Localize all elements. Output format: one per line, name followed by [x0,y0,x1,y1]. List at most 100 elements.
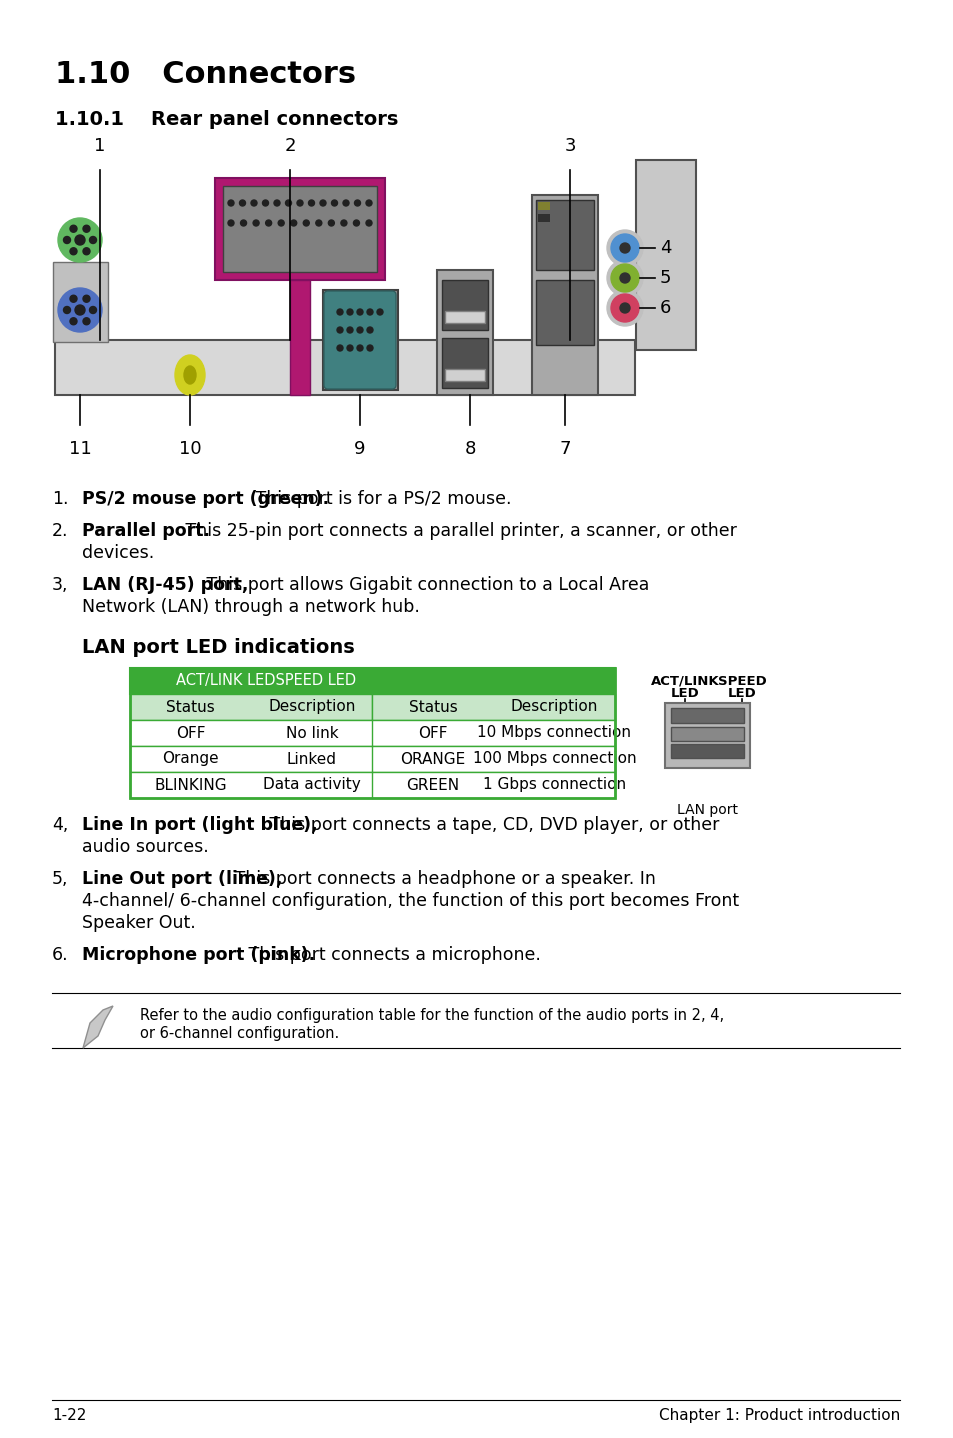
Ellipse shape [184,367,195,384]
Text: audio sources.: audio sources. [82,838,209,856]
Bar [532,196,598,395]
Text: PS/2 mouse port (green).: PS/2 mouse port (green). [82,490,329,508]
Text: 4,: 4, [52,815,69,834]
Text: 7: 7 [558,440,570,457]
Text: 1.10.1    Rear panel connectors: 1.10.1 Rear panel connectors [55,109,398,129]
Circle shape [366,220,372,226]
Text: 8: 8 [464,440,476,457]
Text: 4-channel/ 6-channel configuration, the function of this port becomes Front: 4-channel/ 6-channel configuration, the … [82,892,739,910]
Circle shape [619,303,629,313]
Circle shape [58,219,102,262]
Circle shape [315,220,321,226]
Bar [130,669,615,695]
Bar [53,262,108,342]
Bar [664,703,749,768]
Circle shape [58,288,102,332]
Text: OFF: OFF [175,726,205,741]
Circle shape [619,273,629,283]
Text: 2.: 2. [52,522,69,541]
Circle shape [606,230,642,266]
Circle shape [239,200,245,206]
Circle shape [356,309,363,315]
Circle shape [376,309,382,315]
Circle shape [343,200,349,206]
Bar [441,338,488,388]
Circle shape [355,200,360,206]
Text: Status: Status [408,699,457,715]
Text: 6.: 6. [52,946,69,963]
Circle shape [308,200,314,206]
Text: Line In port (light blue),: Line In port (light blue), [82,815,317,834]
Circle shape [303,220,309,226]
Circle shape [90,306,96,313]
Circle shape [251,200,256,206]
FancyBboxPatch shape [324,290,395,390]
Text: ACT/LINK: ACT/LINK [650,674,719,687]
Circle shape [70,226,77,233]
Text: Line Out port (lime),: Line Out port (lime), [82,870,282,889]
Circle shape [610,265,639,292]
Text: Chapter 1: Product introduction: Chapter 1: Product introduction [659,1408,899,1424]
Bar [436,270,493,395]
Circle shape [606,290,642,326]
Circle shape [240,220,246,226]
Bar [372,695,615,720]
Circle shape [336,345,343,351]
Circle shape [83,295,90,302]
Circle shape [265,220,272,226]
Bar [130,746,615,772]
Text: This port connects a tape, CD, DVD player, or other: This port connects a tape, CD, DVD playe… [264,815,719,834]
Text: 100 Mbps connection: 100 Mbps connection [472,752,636,766]
Polygon shape [83,1007,112,1048]
Text: 5,: 5, [52,870,69,889]
Circle shape [336,326,343,334]
Text: Network (LAN) through a network hub.: Network (LAN) through a network hub. [82,598,419,615]
Text: Refer to the audio configuration table for the function of the audio ports in 2,: Refer to the audio configuration table f… [140,1008,723,1022]
Circle shape [83,226,90,233]
Text: BLINKING: BLINKING [154,778,227,792]
Ellipse shape [174,355,205,395]
Text: This port is for a PS/2 mouse.: This port is for a PS/2 mouse. [250,490,511,508]
Text: 3,: 3, [52,577,69,594]
Bar [537,214,550,221]
Circle shape [296,200,303,206]
Circle shape [347,345,353,351]
Text: 1: 1 [94,137,106,155]
Text: Linked: Linked [287,752,336,766]
Text: No link: No link [285,726,337,741]
Circle shape [340,220,347,226]
Circle shape [356,326,363,334]
Text: LAN (RJ-45) port,: LAN (RJ-45) port, [82,577,248,594]
Text: devices.: devices. [82,544,154,562]
Text: LAN port: LAN port [677,802,738,817]
Bar [130,695,372,720]
Circle shape [228,220,233,226]
Circle shape [64,306,71,313]
Circle shape [83,318,90,325]
Text: Orange: Orange [162,752,218,766]
Text: ORANGE: ORANGE [400,752,465,766]
Text: This port allows Gigabit connection to a Local Area: This port allows Gigabit connection to a… [201,577,649,594]
Text: 9: 9 [354,440,365,457]
Bar [670,728,743,741]
Bar [55,339,635,395]
Bar [290,280,310,395]
Circle shape [367,326,373,334]
Circle shape [610,234,639,262]
Bar [670,707,743,723]
Text: 5: 5 [659,269,671,288]
Bar [537,201,550,210]
Bar [444,311,484,324]
Bar [130,669,615,798]
Text: Status: Status [166,699,214,715]
Circle shape [347,326,353,334]
Circle shape [64,236,71,243]
Circle shape [367,345,373,351]
Bar [323,290,397,390]
Circle shape [610,293,639,322]
Text: 1-22: 1-22 [52,1408,87,1424]
Bar [130,720,615,746]
Text: 10 Mbps connection: 10 Mbps connection [476,726,631,741]
Text: LED: LED [670,687,699,700]
Text: 1.10   Connectors: 1.10 Connectors [55,60,355,89]
